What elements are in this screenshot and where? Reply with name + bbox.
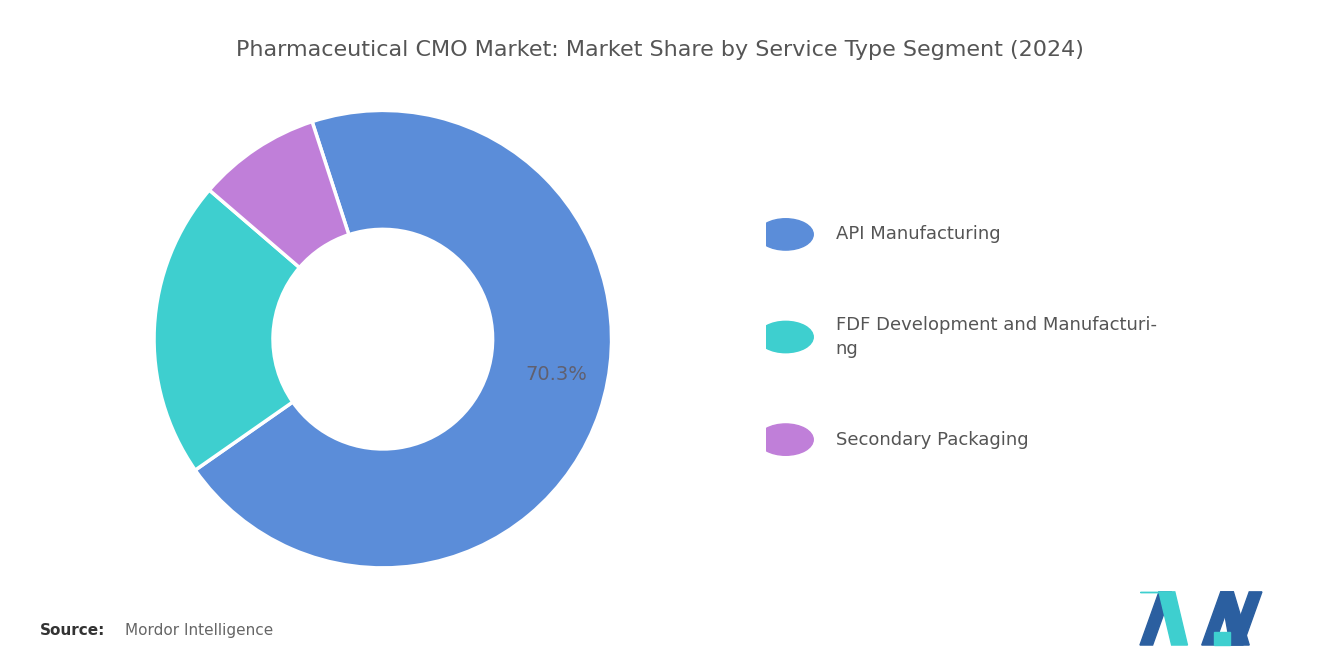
Polygon shape bbox=[1230, 592, 1262, 645]
Text: 70.3%: 70.3% bbox=[525, 365, 587, 384]
Text: API Manufacturing: API Manufacturing bbox=[836, 225, 1001, 243]
Polygon shape bbox=[1201, 592, 1233, 645]
Polygon shape bbox=[1140, 592, 1172, 645]
Wedge shape bbox=[195, 110, 611, 568]
Circle shape bbox=[758, 321, 813, 352]
Polygon shape bbox=[1159, 592, 1188, 645]
Circle shape bbox=[758, 219, 813, 250]
Wedge shape bbox=[210, 122, 348, 267]
Circle shape bbox=[758, 424, 813, 456]
Text: FDF Development and Manufacturi-
ng: FDF Development and Manufacturi- ng bbox=[836, 317, 1156, 358]
Text: Pharmaceutical CMO Market: Market Share by Service Type Segment (2024): Pharmaceutical CMO Market: Market Share … bbox=[236, 40, 1084, 60]
Text: Source:: Source: bbox=[40, 623, 106, 638]
Text: Mordor Intelligence: Mordor Intelligence bbox=[125, 623, 273, 638]
Polygon shape bbox=[1221, 592, 1249, 645]
Polygon shape bbox=[1214, 632, 1230, 645]
Text: Secondary Packaging: Secondary Packaging bbox=[836, 431, 1028, 449]
Wedge shape bbox=[154, 190, 300, 470]
